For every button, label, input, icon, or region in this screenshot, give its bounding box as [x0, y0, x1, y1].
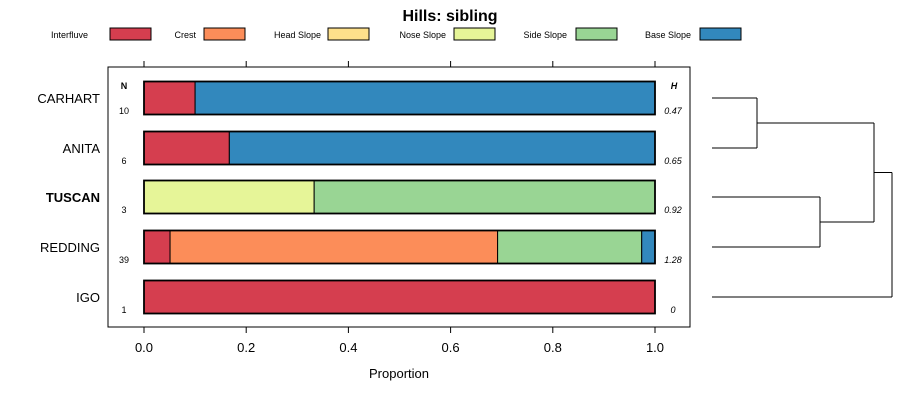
legend-swatch-head-slope [327, 27, 370, 41]
h-value-igo: 0 [670, 305, 675, 315]
h-value-carhart: 0.47 [664, 106, 683, 116]
category-label-carhart: CARHART [37, 91, 100, 106]
bar-outline-tuscan [143, 179, 656, 215]
legend-swatch-nose-slope [453, 27, 496, 41]
category-label-anita: ANITA [63, 141, 101, 156]
h-values: 0.47 0.65 0.92 1.28 0 [664, 106, 683, 315]
bar-outline-igo [143, 279, 656, 315]
legend-swatch-crest [203, 27, 246, 41]
x-tick-label-5: 1.0 [646, 340, 664, 355]
plot-frame [107, 66, 691, 328]
n-column-header: N [121, 81, 128, 91]
bar-segment-redding-side-slope [497, 230, 643, 264]
bar-segment-carhart-interfluve [143, 81, 196, 115]
bar-segment-redding-base-slope [641, 230, 656, 264]
x-tick-label-0: 0.0 [135, 340, 153, 355]
bar-segment-anita-interfluve [143, 131, 230, 165]
legend-label-crest: Crest [174, 30, 196, 40]
chart-title: Hills: sibling [402, 8, 497, 25]
category-labels: CARHART ANITA TUSCAN REDDING IGO [37, 91, 100, 305]
bar-outline-carhart [143, 80, 656, 116]
legend-swatch-side-slope [575, 27, 618, 41]
legend-label-nose-slope: Nose Slope [399, 30, 446, 40]
bar-segment-redding-crest [169, 230, 499, 264]
bar-segment-tuscan-nose-slope [143, 180, 315, 214]
bar-segment-carhart-base-slope [194, 81, 656, 115]
h-value-tuscan: 0.92 [664, 205, 682, 215]
n-value-redding: 39 [119, 255, 129, 265]
legend-label-side-slope: Side Slope [523, 30, 567, 40]
x-tick-label-4: 0.8 [544, 340, 562, 355]
n-value-carhart: 10 [119, 106, 129, 116]
x-tick-label-3: 0.6 [442, 340, 460, 355]
bar-segment-anita-base-slope [228, 131, 656, 165]
n-value-igo: 1 [121, 305, 126, 315]
legend: Interfluve Crest Head Slope Nose Slope Side … [51, 27, 742, 41]
n-values: 10 6 3 39 1 [119, 106, 129, 315]
bar-outline-redding [143, 229, 656, 265]
category-label-redding: REDDING [40, 240, 100, 255]
h-column-header: H [671, 81, 678, 91]
h-value-anita: 0.65 [664, 156, 683, 166]
x-tick-label-1: 0.2 [237, 340, 255, 355]
category-label-igo: IGO [76, 290, 100, 305]
bar-segment-redding-interfluve [143, 230, 171, 264]
legend-label-head-slope: Head Slope [274, 30, 321, 40]
bar-segment-tuscan-side-slope [313, 180, 656, 214]
bar-segment-igo-interfluve [143, 280, 656, 314]
x-tick-label-2: 0.4 [339, 340, 357, 355]
x-axis-label: Proportion [369, 366, 429, 381]
legend-swatch-base-slope [699, 27, 742, 41]
category-label-tuscan: TUSCAN [46, 190, 100, 205]
bar-outline-anita [143, 130, 656, 166]
h-value-redding: 1.28 [664, 255, 682, 265]
x-axis: 0.0 0.2 0.4 0.6 0.8 1.0 [135, 61, 664, 355]
legend-swatch-interfluve [109, 27, 152, 41]
legend-label-interfluve: Interfluve [51, 30, 88, 40]
n-value-anita: 6 [121, 156, 126, 166]
legend-label-base-slope: Base Slope [645, 30, 691, 40]
dendrogram [712, 97, 893, 298]
bars [143, 80, 656, 315]
n-value-tuscan: 3 [121, 205, 126, 215]
